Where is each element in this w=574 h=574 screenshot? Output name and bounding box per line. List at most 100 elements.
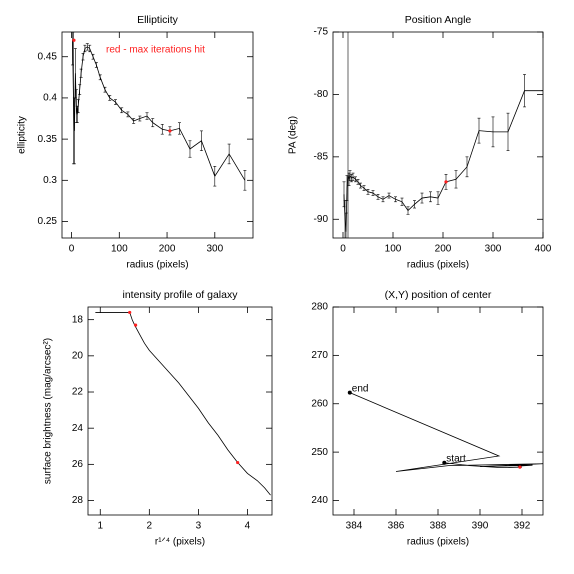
error-bar [359,182,362,189]
error-bar [413,200,416,209]
data-line [72,40,246,181]
panel: Position Angle radius (pixels) PA (deg) 0 10… [288,14,552,271]
error-bar [420,192,424,204]
y-tick-label: 22 [72,387,84,398]
error-bar [243,170,247,191]
y-tick-label: 0.35 [38,134,58,145]
data-point [518,465,522,469]
panel-title: Position Angle [405,14,472,26]
plot-area [342,32,543,238]
error-bar [406,206,410,215]
panel-title: intensity profile of galaxy [123,289,239,301]
data-point [128,310,132,315]
data-point [236,460,240,465]
error-bar [381,196,385,203]
y-tick-label: 270 [311,350,328,361]
y-tick-label: 260 [311,398,328,409]
y-tick-label: -85 [314,151,329,162]
plot-frame [332,306,544,516]
x-tick-label: 400 [535,244,552,255]
y-tick-label: 280 [311,302,328,313]
data-line [343,90,543,232]
plot-frame [332,31,544,239]
x-tick-label: 386 [388,521,405,532]
error-bar [91,53,95,60]
x-tick-label: 100 [111,244,128,255]
error-bar [348,170,352,181]
error-bar [103,86,107,93]
x-axis-label: radius (pixels) [407,537,469,548]
x-tick-label: 0 [340,244,346,255]
annotation-note: red - max iterations hit [106,45,205,56]
error-bar [98,74,102,81]
error-bar [366,189,370,195]
annotation-point [442,460,447,465]
error-bar [362,185,366,191]
y-axis-label: surface brightness (mag/arcsec²) [43,338,54,484]
y-tick-label: -90 [314,214,329,225]
error-bar [436,191,440,205]
x-tick-label: 384 [346,521,363,532]
error-bar [354,176,357,183]
x-axis-label: r¹ᐟ⁴ (pixels) [155,537,205,548]
error-bar [400,197,404,206]
error-bar [376,194,380,200]
annotation-label: end [352,383,369,394]
error-bar [88,44,92,53]
y-tick-label: 18 [72,314,84,325]
x-tick-label: 3 [196,521,202,532]
error-bar [371,190,375,196]
error-bar [108,95,112,101]
y-tick-label: 28 [72,495,84,506]
error-bar [213,166,217,187]
data-point [133,323,138,327]
error-bar [351,172,355,181]
x-tick-label: 200 [159,244,176,255]
plot-area [71,32,247,191]
panel-title: Ellipticity [137,14,179,26]
data-point [168,129,172,133]
y-tick-label: -80 [314,89,329,100]
y-tick-label: 20 [72,350,84,361]
x-tick-label: 388 [430,521,447,532]
y-tick-label: 0.25 [38,216,58,227]
error-bar [151,118,155,128]
error-bar [356,179,360,185]
error-bar [85,43,89,51]
x-tick-label: 2 [147,521,153,532]
error-bar [81,53,85,61]
panel: intensity profile of galaxy r¹ᐟ⁴ (pixels)… [43,289,273,548]
y-tick-label: -75 [314,27,329,38]
x-axis-label: radius (pixels) [126,260,188,271]
x-tick-label: 4 [245,521,251,532]
x-tick-label: 1 [97,521,103,532]
x-tick-label: 100 [385,244,402,255]
x-tick-label: 300 [485,244,502,255]
y-axis-label: ellipticity [17,116,28,154]
error-bar [188,140,192,158]
error-bar [387,192,391,199]
error-bar [126,111,130,118]
error-bar [78,84,82,95]
error-bar [145,112,149,120]
y-tick-label: 240 [311,495,328,506]
error-bar [94,62,98,68]
x-tick-label: 0 [69,244,75,255]
x-tick-label: 390 [472,521,489,532]
plot-area [95,310,271,496]
error-bar [477,117,481,144]
x-tick-label: 200 [435,244,452,255]
error-bar [76,99,80,114]
error-bar [120,107,124,114]
y-tick-label: 0.4 [43,93,57,104]
x-tick-label: 392 [514,521,531,532]
error-bar [132,118,136,124]
error-bar [227,143,231,165]
error-bar [199,130,203,151]
error-bar [347,32,349,238]
annotation-label: start [446,453,466,464]
y-axis-label: PA (deg) [288,116,299,154]
panel-title: (X,Y) position of center [385,289,492,301]
